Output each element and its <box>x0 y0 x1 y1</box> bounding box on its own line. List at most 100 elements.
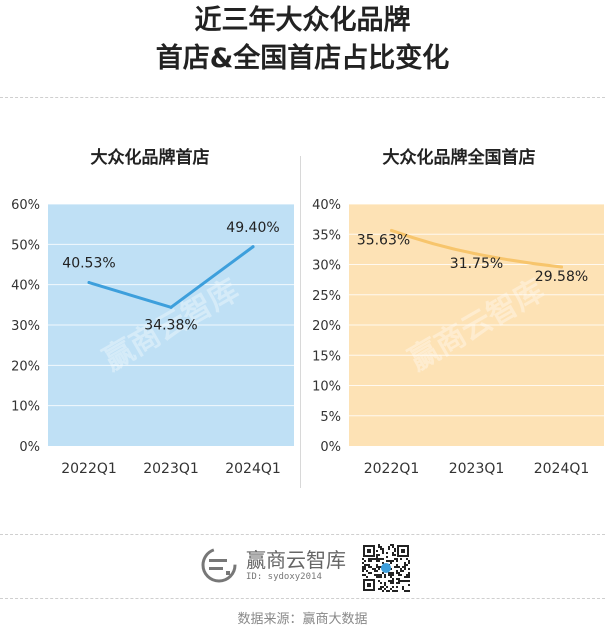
chart2-ytick-label: 40% <box>312 198 341 213</box>
qr-module <box>394 550 396 552</box>
qr-module <box>378 560 380 562</box>
qr-module <box>384 584 386 586</box>
qr-module <box>394 558 396 560</box>
qr-module <box>404 568 406 570</box>
chart1-data-label: 49.40% <box>226 220 279 236</box>
qr-module <box>378 546 380 548</box>
chart1-xtick-label: 2022Q1 <box>61 461 117 477</box>
qr-module <box>388 560 390 562</box>
qr-module <box>406 590 408 592</box>
chart2-ytick-label: 15% <box>312 349 341 364</box>
qr-module <box>392 580 394 582</box>
qr-module <box>402 586 404 588</box>
winshang-logo-icon <box>201 547 237 583</box>
qr-module <box>392 582 394 584</box>
qr-module <box>364 566 366 568</box>
qr-module <box>400 568 402 570</box>
qr-module <box>376 560 378 562</box>
chart2-ytick-label: 20% <box>312 319 341 334</box>
qr-module <box>372 568 374 570</box>
qr-module <box>398 574 400 576</box>
qr-module <box>374 574 376 576</box>
qr-module <box>392 590 394 592</box>
qr-module <box>392 574 394 576</box>
qr-module <box>386 560 388 562</box>
chart2-data-point <box>390 228 393 232</box>
qr-module <box>380 586 382 588</box>
qr-module <box>400 580 402 582</box>
qr-module <box>372 558 374 560</box>
qr-module <box>402 570 404 572</box>
chart2-data-label: 35.63% <box>357 232 410 248</box>
chart1-ytick-label: 0% <box>19 440 40 455</box>
page-title: 近三年大众化品牌 首店&全国首店占比变化 <box>0 2 605 78</box>
qr-module <box>388 546 390 548</box>
chart2-xtick-label: 2022Q1 <box>364 461 420 477</box>
qr-module <box>382 548 384 550</box>
qr-module <box>368 566 370 568</box>
chart1-ytick-label: 10% <box>11 400 40 415</box>
qr-module <box>390 576 392 578</box>
qr-module <box>396 572 398 574</box>
qr-module <box>396 578 398 580</box>
qr-module <box>394 554 396 556</box>
qr-module <box>406 580 408 582</box>
qr-module <box>362 562 364 564</box>
qr-module <box>408 560 410 562</box>
chart-divider <box>300 156 301 488</box>
qr-module <box>388 548 390 550</box>
chart2-data-label: 29.58% <box>535 269 588 285</box>
chart1-data-point <box>251 245 255 249</box>
chart2-ytick-label: 10% <box>312 380 341 395</box>
qr-module <box>390 568 392 570</box>
qr-module <box>408 584 410 586</box>
qr-module <box>408 576 410 578</box>
qr-module <box>376 554 378 556</box>
qr-module <box>386 552 388 554</box>
qr-module <box>386 590 388 592</box>
qr-module <box>384 574 386 576</box>
qr-module <box>404 566 406 568</box>
qr-module <box>382 562 384 564</box>
qr-finder-core <box>401 549 405 553</box>
qr-module <box>404 562 406 564</box>
qr-module <box>364 560 366 562</box>
qr-module <box>398 580 400 582</box>
chart2-ytick-label: 35% <box>312 228 341 243</box>
qr-module <box>368 560 370 562</box>
qr-module <box>362 566 364 568</box>
qr-module <box>362 574 364 576</box>
chart2-data-point <box>560 265 563 269</box>
qr-module <box>408 574 410 576</box>
qr-module <box>370 558 372 560</box>
qr-module <box>376 556 378 558</box>
chart1-data-point <box>87 281 91 285</box>
source-note: 数据来源：赢商大数据 <box>237 612 368 627</box>
qr-module <box>364 568 366 570</box>
qr-module <box>390 560 392 562</box>
qr-module <box>362 558 364 560</box>
qr-module <box>396 582 398 584</box>
qr-module <box>402 580 404 582</box>
chart2-xtick-label: 2024Q1 <box>534 461 590 477</box>
qr-module <box>398 578 400 580</box>
chart1-xtick-label: 2024Q1 <box>225 461 281 477</box>
qr-module <box>378 568 380 570</box>
qr-module <box>404 564 406 566</box>
qr-finder-core <box>367 549 371 553</box>
qr-module <box>382 572 384 574</box>
qr-module <box>384 588 386 590</box>
qr-module <box>388 580 390 582</box>
chart1-ytick-label: 40% <box>11 279 40 294</box>
qr-module <box>390 572 392 574</box>
page-title-line1: 近三年大众化品牌 <box>194 5 411 36</box>
qr-module <box>386 586 388 588</box>
qr-module <box>398 566 400 568</box>
qr-module <box>384 576 386 578</box>
qr-module <box>380 588 382 590</box>
chart1-data-label: 40.53% <box>62 256 115 272</box>
qr-module <box>400 558 402 560</box>
qr-module <box>392 578 394 580</box>
chart1-ytick-label: 20% <box>11 359 40 374</box>
